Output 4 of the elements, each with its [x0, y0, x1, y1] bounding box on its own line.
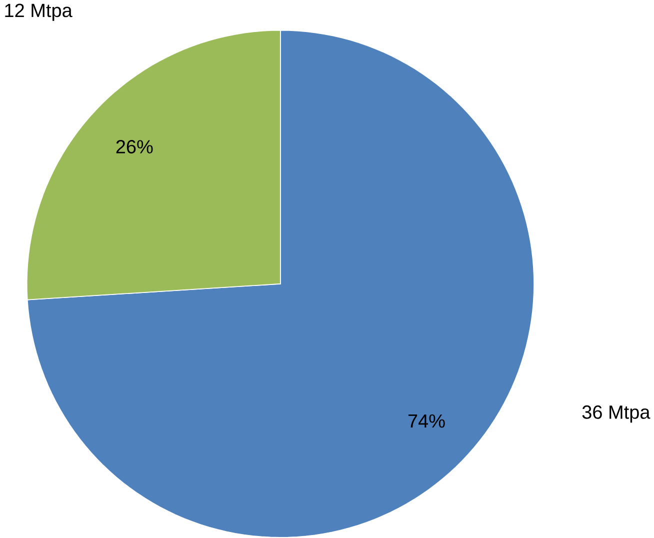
- data-label: 26%: [116, 140, 153, 154]
- slice-label: 36 Mtpa: [582, 405, 650, 423]
- data-label: 74%: [408, 414, 445, 428]
- slice-label: 12 Mtpa: [5, 4, 72, 21]
